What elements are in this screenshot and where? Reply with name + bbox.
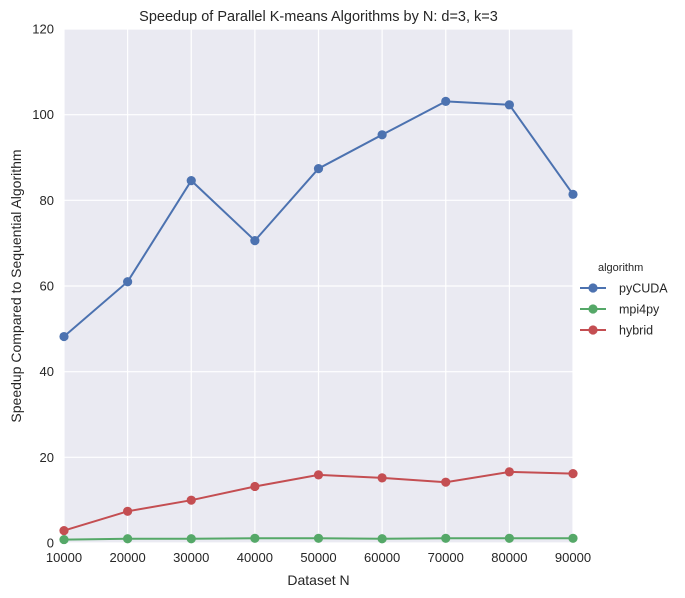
data-point: [568, 469, 578, 479]
series-layer: [59, 96, 578, 545]
data-point: [313, 470, 324, 480]
y-tick-label: 100: [32, 107, 54, 122]
data-point: [568, 533, 578, 543]
data-point: [504, 533, 514, 543]
data-point: [441, 533, 451, 543]
legend-marker: [588, 325, 598, 335]
y-tick-label: 0: [47, 536, 54, 551]
y-tick-label: 80: [40, 193, 54, 208]
data-point: [59, 331, 69, 342]
data-point: [441, 96, 451, 106]
data-point: [186, 534, 196, 544]
data-point: [59, 534, 69, 545]
x-tick-label: 80000: [491, 550, 527, 565]
data-point: [568, 189, 578, 199]
y-tick-label: 20: [40, 450, 54, 465]
data-point: [186, 176, 196, 186]
y-tick-label: 120: [32, 22, 54, 37]
data-point: [313, 164, 324, 174]
data-point: [250, 481, 260, 492]
tick-labels: 10000 20000 30000 40000 50000 60000 70000 80000…: [32, 22, 591, 566]
data-point: [250, 533, 260, 543]
legend-entry: pyCUDA: [619, 282, 668, 296]
y-tick-label: 60: [40, 279, 54, 294]
chart-title: Speedup of Parallel K-means Algorithms b…: [139, 9, 498, 25]
x-tick-label: 40000: [237, 550, 273, 565]
series-mpi4py: [59, 533, 578, 545]
x-tick-label: 70000: [428, 550, 464, 565]
legend-entry: mpi4py: [619, 303, 660, 317]
y-tick-label: 40: [40, 364, 54, 379]
y-axis-label: Speedup Compared to Sequential Algorithm: [8, 149, 24, 422]
legend-marker: [588, 304, 598, 314]
data-point: [186, 495, 196, 505]
data-point: [377, 534, 387, 544]
data-point: [59, 525, 69, 536]
data-point: [441, 477, 451, 487]
data-point: [123, 534, 133, 544]
data-point: [250, 235, 260, 246]
legend-marker: [588, 283, 598, 293]
x-tick-label: 50000: [300, 550, 336, 565]
x-axis-label: Dataset N: [287, 572, 349, 588]
legend: algorithm pyCUDA mpi4py hybrid: [580, 262, 668, 338]
data-point: [123, 277, 133, 287]
x-tick-label: 20000: [110, 550, 146, 565]
data-point: [313, 533, 324, 543]
x-tick-label: 90000: [555, 550, 591, 565]
data-point: [504, 100, 514, 110]
series-pyCUDA: [59, 96, 578, 342]
data-point: [377, 130, 387, 140]
legend-title: algorithm: [598, 262, 643, 274]
data-point: [377, 473, 387, 483]
x-tick-label: 10000: [46, 550, 82, 565]
x-tick-label: 30000: [173, 550, 209, 565]
gridlines: [63, 28, 574, 544]
legend-entry: hybrid: [619, 324, 653, 338]
data-point: [504, 467, 514, 477]
x-tick-label: 60000: [364, 550, 400, 565]
data-point: [123, 506, 133, 516]
series-hybrid: [59, 467, 578, 536]
